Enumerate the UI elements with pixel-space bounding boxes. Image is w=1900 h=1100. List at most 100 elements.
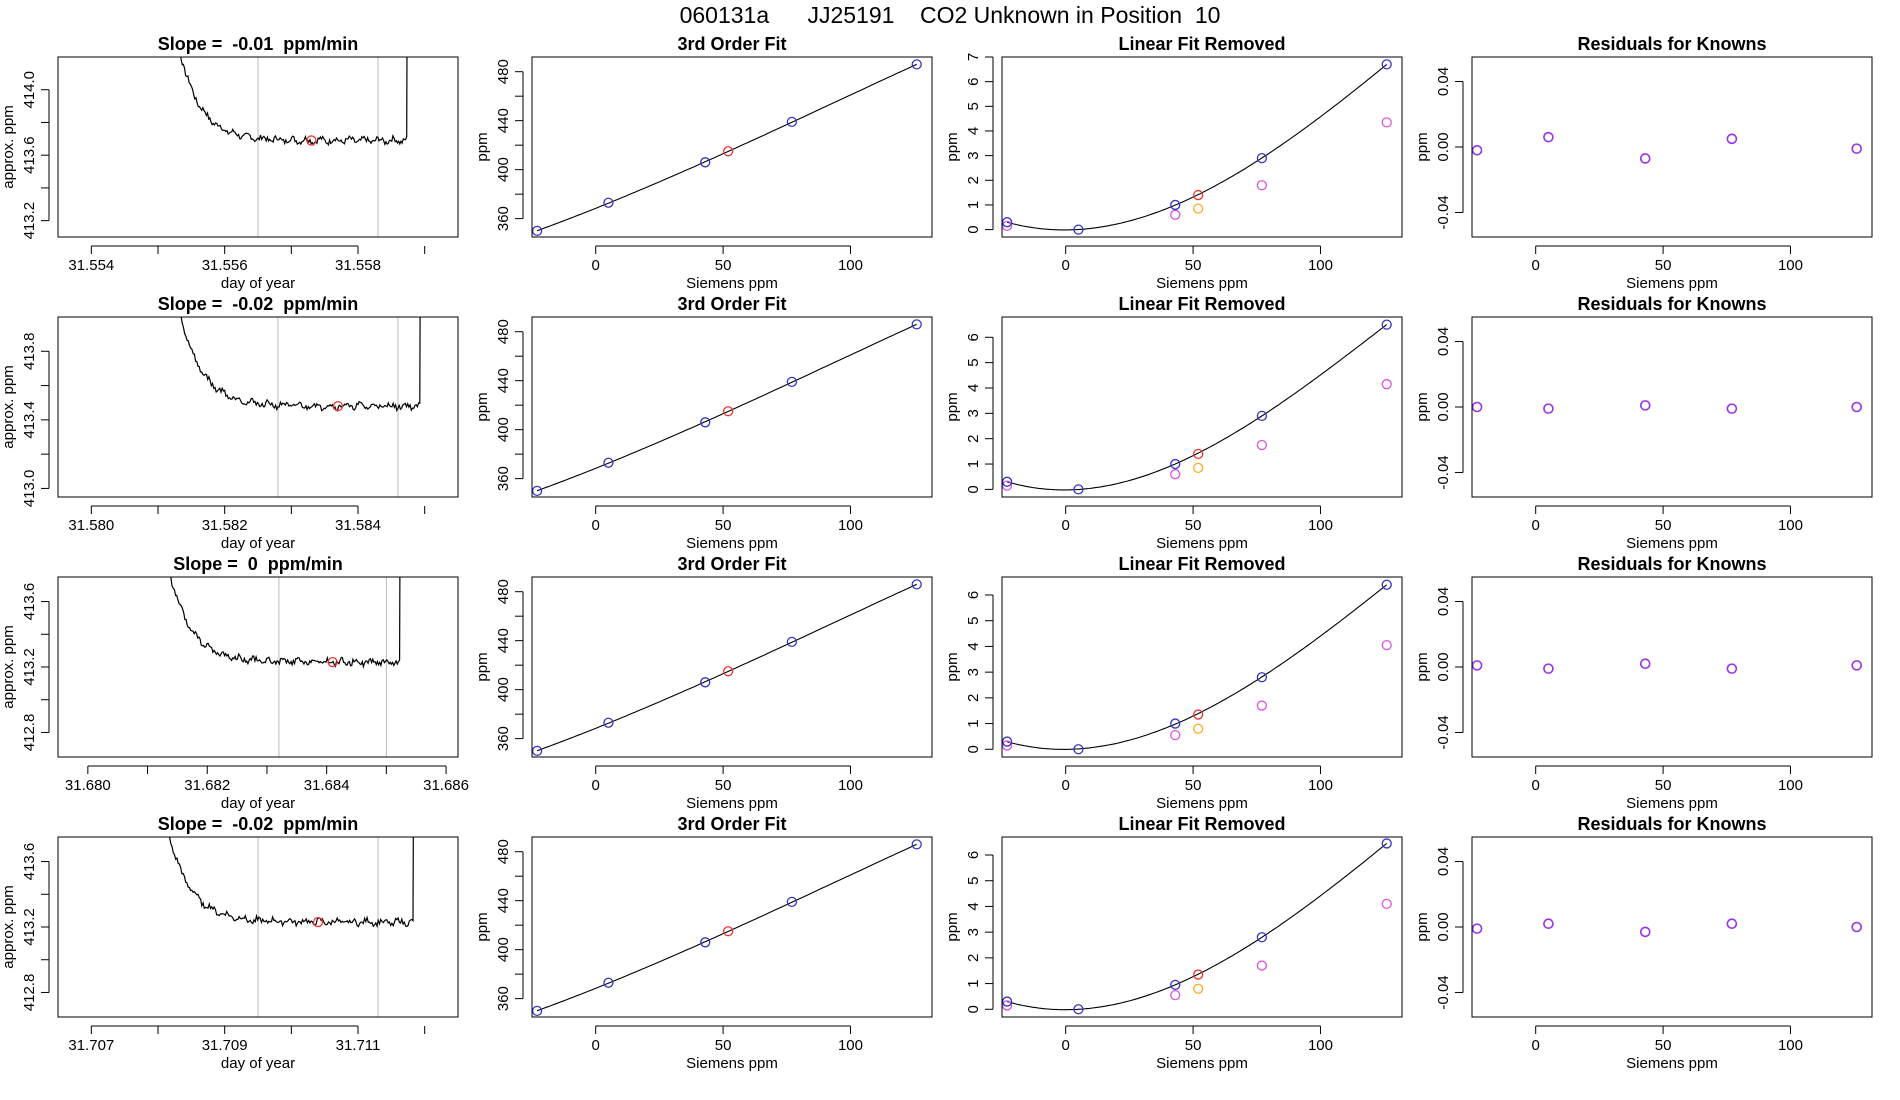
y-tick-label: 413.6 <box>21 583 38 621</box>
unknown-marker-point <box>306 135 317 146</box>
x-tick-label: 31.711 <box>336 1037 381 1054</box>
known-point <box>911 579 922 590</box>
panel-drift-row2: Slope = -0.02 ppm/min 31.580 31.582 31.584 d… <box>0 294 459 552</box>
y-axis-label: ppm <box>474 652 491 681</box>
known-point <box>700 677 711 688</box>
x-tick-label: 50 <box>1185 257 1202 274</box>
y-axis-label: ppm <box>1414 652 1431 681</box>
known-point <box>532 225 543 237</box>
x-tick-label: 31.709 <box>202 1037 248 1054</box>
residual-point <box>1851 143 1863 154</box>
figure-title: 060131a JJ25191 CO2 Unknown in Position … <box>679 2 1221 28</box>
panel-title: Slope = -0.02 ppm/min <box>158 294 359 314</box>
known-point <box>603 457 614 468</box>
y-tick-label: 5 <box>965 102 982 110</box>
y-axis-label: ppm <box>474 132 491 161</box>
x-tick-label: 100 <box>1308 517 1333 534</box>
y-tick-label: 360 <box>495 986 512 1011</box>
unknown-point <box>1193 969 1204 980</box>
y-tick-label: 0.00 <box>1435 392 1452 421</box>
x-tick-label: 0 <box>1532 257 1540 274</box>
y-tick-label: 360 <box>495 206 512 231</box>
y-axis-label: approx. ppm <box>0 625 17 708</box>
x-tick-label: 0 <box>1062 257 1070 274</box>
x-axis-label: day of year <box>221 795 295 812</box>
y-axis-label: ppm <box>944 652 961 681</box>
residual-point <box>1639 400 1651 411</box>
x-tick-label: 100 <box>1778 777 1803 794</box>
y-tick-label: 0 <box>965 1005 982 1013</box>
known-point <box>786 116 798 128</box>
y-tick-label: 0.00 <box>1435 652 1452 681</box>
y-tick-label: 440 <box>495 888 512 913</box>
residual-point <box>1543 403 1554 414</box>
known-point <box>1256 410 1268 422</box>
x-tick-label: 31.556 <box>202 257 248 274</box>
known-point <box>1256 672 1268 683</box>
residual-point <box>1472 660 1483 671</box>
panel-res-row2: Residuals for Knowns 0 50 100 Siemens ppm -0.… <box>1414 294 1873 552</box>
y-tick-label: 400 <box>495 417 512 442</box>
unknown-point <box>723 926 734 937</box>
data-layer <box>1002 319 1392 495</box>
x-tick-label: 0 <box>592 257 600 274</box>
residual-point <box>1726 918 1738 930</box>
y-tick-label: 480 <box>495 579 512 604</box>
residual-point <box>1851 660 1863 671</box>
plot-frame <box>1001 836 1403 1018</box>
plot-frame <box>57 316 459 498</box>
y-axis-label: ppm <box>944 912 961 941</box>
y-tick-label: 3 <box>965 151 982 159</box>
x-axis-label: Siemens ppm <box>686 1055 778 1072</box>
y-tick-label: 7 <box>965 53 982 61</box>
y-tick-label: 6 <box>965 333 982 341</box>
panel-title: Residuals for Knowns <box>1577 554 1766 574</box>
removed-point <box>1381 639 1392 651</box>
panel-drift-row3: Slope = 0 ppm/min 31.680 31.682 31.684 31.68… <box>0 554 469 812</box>
y-axis-label: ppm <box>944 392 961 421</box>
removed-point <box>1170 469 1181 480</box>
data-layer <box>1472 918 1863 938</box>
residual-point <box>1851 401 1863 413</box>
x-axis-label: day of year <box>221 275 295 292</box>
known-point <box>1002 996 1013 1007</box>
fit-curve-line <box>536 843 917 1012</box>
y-tick-label: 440 <box>495 108 512 133</box>
plot-frame <box>1001 576 1403 758</box>
ppm-trace-line <box>168 837 414 929</box>
y-axis-label: ppm <box>474 392 491 421</box>
y-axis-label: ppm <box>1414 392 1431 421</box>
removed-point <box>1170 989 1181 1001</box>
x-tick-label: 100 <box>838 257 863 274</box>
removed-point <box>1381 898 1392 910</box>
known-point <box>1073 224 1084 235</box>
known-point <box>1073 744 1084 755</box>
x-tick-label: 31.582 <box>202 517 248 534</box>
known-point <box>1002 736 1013 747</box>
y-tick-label: -0.04 <box>1435 195 1452 229</box>
panel-title: Linear Fit Removed <box>1118 554 1285 574</box>
panel-fit-row1: 3rd Order Fit 0 50 100 Siemens ppm 360 400 440 4… <box>474 34 933 292</box>
panel-title: 3rd Order Fit <box>677 814 786 834</box>
x-tick-label: 100 <box>838 1037 863 1054</box>
y-tick-label: 2 <box>965 694 982 702</box>
x-tick-label: 31.680 <box>65 777 111 794</box>
y-tick-label: 3 <box>965 668 982 676</box>
y-tick-label: 3 <box>965 928 982 936</box>
y-axis-label: ppm <box>1414 132 1431 161</box>
panel-title: Linear Fit Removed <box>1118 34 1285 54</box>
y-tick-label: 0 <box>965 485 982 493</box>
known-point <box>603 197 614 208</box>
panel-lin-row2: Linear Fit Removed 0 50 100 Siemens ppm 0 1 2 3 4… <box>944 294 1403 552</box>
plot-frame <box>57 836 459 1018</box>
x-tick-label: 100 <box>1308 777 1333 794</box>
y-tick-label: 0.00 <box>1435 132 1452 161</box>
y-tick-label: 3 <box>965 409 982 417</box>
known-point <box>532 745 543 757</box>
x-axis-label: Siemens ppm <box>1626 535 1718 552</box>
y-tick-label: 413.2 <box>21 908 38 946</box>
y-tick-label: 1 <box>965 979 982 987</box>
x-tick-label: 100 <box>838 517 863 534</box>
unknown-point <box>723 666 734 677</box>
